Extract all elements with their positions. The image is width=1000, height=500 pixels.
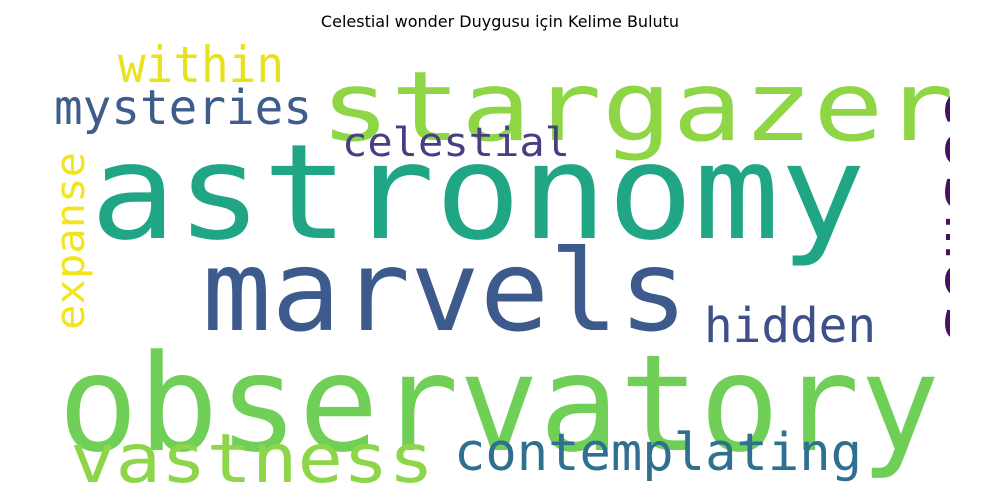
word-stargazer: stargazer	[320, 51, 950, 163]
word-cloud-canvas: astronomy observatory stargazer marvels …	[50, 40, 950, 490]
word-observatory: observatory	[58, 326, 940, 482]
word-expanse: expanse	[50, 152, 94, 330]
word-cloud: astronomy observatory stargazer marvels …	[50, 40, 950, 490]
word-celestial: celestial	[342, 120, 570, 166]
word-mysteries: mysteries	[54, 80, 312, 136]
word-vastness: vastness	[70, 420, 434, 490]
word-contemplating: contemplating	[454, 423, 862, 483]
chart-title: Celestial wonder Duygusu için Kelime Bul…	[320, 12, 680, 31]
word-hidden: hidden	[704, 298, 876, 354]
word-marvels: marvels	[202, 227, 688, 357]
word-cosmos: cosmos	[930, 84, 950, 346]
word-astronomy: astronomy	[90, 116, 866, 270]
word-within: within	[118, 40, 284, 94]
